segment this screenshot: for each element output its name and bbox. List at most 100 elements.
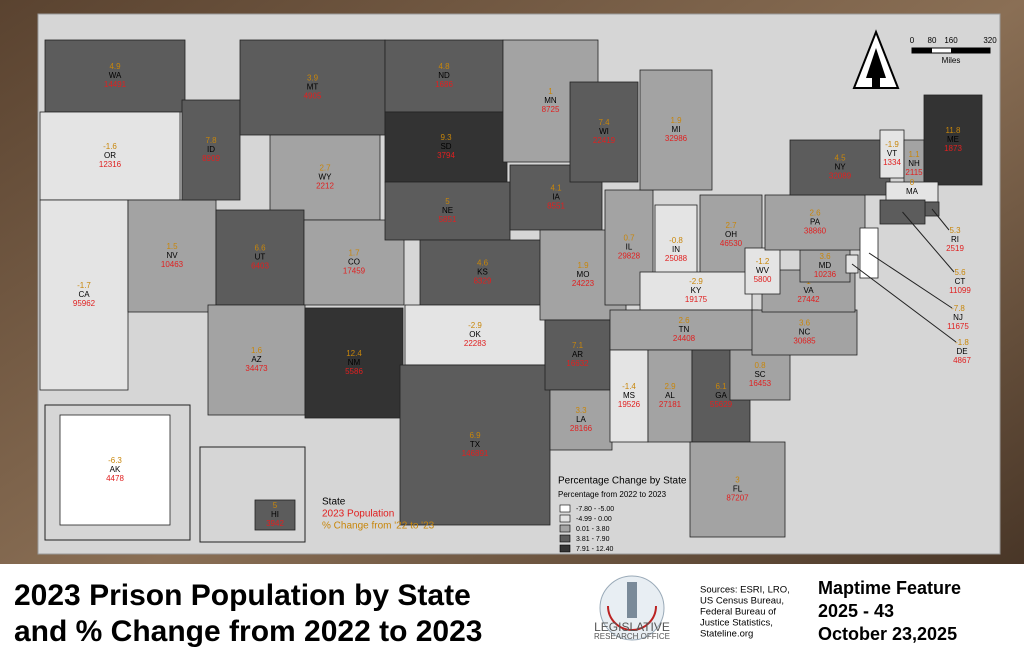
state-population: 1686 [435,80,453,89]
state-change: 6.9 [469,431,481,440]
state-change: 4.1 [550,184,562,193]
state-change: -0.8 [669,236,683,245]
state-abbr: MN [544,96,557,105]
state-population: 22283 [464,339,487,348]
state-change: 3.6 [819,252,831,261]
state-change: 1.1 [908,150,920,159]
state-change: 1.5 [166,242,178,251]
state-change: -1.8 [955,338,969,347]
state-shape [404,304,546,366]
state-change: 1.9 [577,261,589,270]
state-change: 2.9 [664,382,676,391]
state-abbr: NH [908,159,920,168]
sources-line: US Census Bureau, [700,596,784,607]
state-abbr: CA [78,290,90,299]
state-abbr: UT [255,253,266,262]
state-population: 27442 [797,295,820,304]
scale-label: 80 [928,36,937,45]
state-shape [399,364,551,526]
state-change: -7.8 [951,304,965,313]
state-abbr: HI [271,510,279,519]
state-shape [39,199,129,391]
feature-line: Maptime Feature [818,578,961,598]
leader-line [851,263,957,343]
state-shape [269,134,381,221]
state-shape [384,111,508,183]
state-shape [744,247,781,295]
state-change: 1.9 [670,116,682,125]
state-shape [127,199,217,313]
state-population: 19526 [618,400,641,409]
state-change: 5.3 [949,226,961,235]
state-abbr: IL [626,243,633,252]
state-shape [764,194,866,251]
state-abbr: TX [470,440,481,449]
state-abbr: MS [623,391,635,400]
state-abbr: WY [319,173,333,182]
legend-label: 7.91 - 12.40 [576,546,613,553]
logo [599,575,665,641]
logo-text: RESEARCH OFFICE [594,632,670,641]
state-change: 7.8 [205,136,217,145]
scale-label: 320 [983,36,997,45]
state-abbr: NM [348,358,361,367]
state-shape [609,349,649,443]
scale-label: 160 [944,36,958,45]
state-change: 3 [735,476,740,485]
state-abbr: MA [906,187,919,196]
leader-line [931,208,950,231]
scale-bar [911,47,991,54]
state-change: 1 [548,87,553,96]
state-population: 10236 [814,270,837,279]
state-abbr: WI [599,127,609,136]
state-change: 5 [273,501,278,510]
state-shape [384,181,511,241]
state-abbr: CO [348,258,360,267]
state-shape [181,99,241,201]
state-shape [207,304,306,416]
state-change: 7.1 [572,341,584,350]
state-change: -1.9 [885,140,899,149]
sources-line: Sources: ESRI, LRO, [700,585,790,596]
state-abbr: WA [109,71,122,80]
key-state: State [322,497,346,508]
state-shape [419,239,546,306]
state-population: 17459 [343,267,366,276]
state-change: -1.6 [103,142,117,151]
legend-subtitle: Percentage from 2022 to 2023 [558,490,667,499]
state-population: 25088 [665,254,688,263]
state-population: 8725 [542,105,560,114]
state-change: 0 [910,178,915,187]
state-population: 12316 [99,160,122,169]
state-abbr: WV [756,266,770,275]
state-change: 4.9 [109,62,121,71]
state-label: 0MA [906,178,919,196]
state-shape [44,39,186,113]
state-change: -2.9 [689,277,703,286]
state-abbr: MT [307,83,319,92]
state-change: 9.3 [440,133,452,142]
state-population: 34473 [245,364,268,373]
state-abbr: KY [691,286,702,295]
state-change: -2.9 [468,321,482,330]
